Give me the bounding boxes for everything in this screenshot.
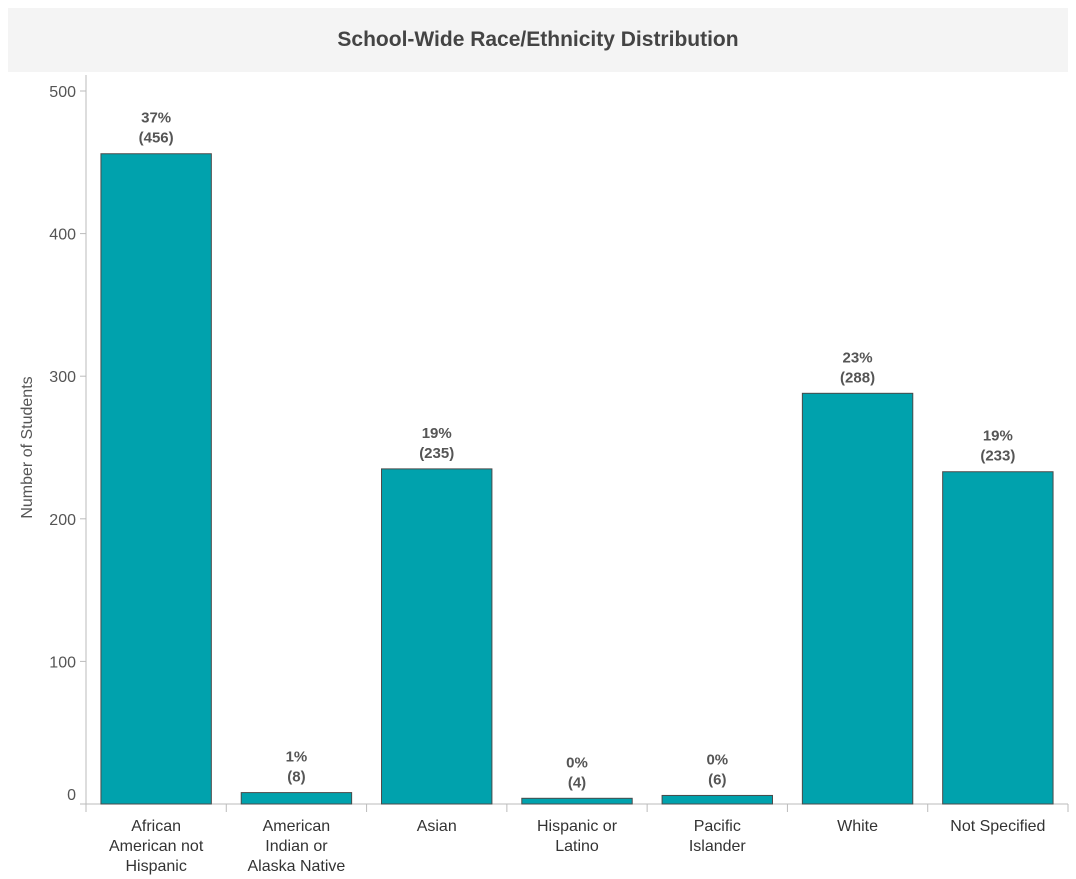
x-tick-label: Hispanic or Latino	[537, 818, 618, 855]
bar	[521, 797, 633, 805]
data-label-count: (8)	[287, 769, 305, 786]
x-tick-label: American Indian or Alaska Native	[248, 818, 346, 875]
y-tick-label: 0	[67, 787, 76, 804]
bar	[100, 153, 212, 805]
bar	[661, 794, 773, 805]
y-tick-label: 300	[49, 369, 76, 386]
x-tick-label: Asian	[417, 818, 457, 835]
bar	[801, 392, 914, 805]
axes: 0 100 200 300 400 500 African American not Hispa…	[49, 75, 1069, 875]
data-label-count: (6)	[708, 771, 726, 788]
data-label-count: (235)	[419, 445, 454, 462]
data-label-percent: 1%	[286, 749, 308, 766]
data-labels: 37% (456) 1% (8) 19% (235) 0% (4) 0% (6) 23% (288) 1…	[139, 110, 1016, 792]
data-label-count: (4)	[568, 774, 586, 791]
data-label-count: (288)	[840, 369, 875, 386]
y-tick-label: 100	[49, 654, 76, 671]
data-label-percent: 0%	[566, 754, 588, 771]
chart-title: School-Wide Race/Ethnicity Distribution	[337, 28, 739, 51]
y-tick-label: 400	[49, 227, 76, 244]
x-tick-label: Not Specified	[950, 818, 1045, 835]
x-tick-label: African American not Hispanic	[109, 818, 204, 875]
data-label-percent: 19%	[983, 428, 1013, 445]
chart-title-bar: School-Wide Race/Ethnicity Distribution	[8, 8, 1068, 72]
x-tick-label: Pacific Islander	[689, 818, 747, 855]
y-tick-label: 200	[49, 512, 76, 529]
y-axis-label: Number of Students	[19, 376, 36, 518]
x-tick-label: White	[837, 818, 878, 835]
bar	[942, 471, 1054, 805]
bar	[381, 468, 493, 805]
data-label-count: (233)	[980, 448, 1015, 465]
data-label-count: (456)	[139, 130, 174, 147]
data-label-percent: 19%	[422, 425, 452, 442]
bars	[100, 153, 1054, 805]
data-label-percent: 0%	[706, 751, 728, 768]
data-label-percent: 37%	[141, 110, 171, 127]
bar	[240, 792, 353, 805]
y-tick-label: 500	[49, 84, 76, 101]
data-label-percent: 23%	[843, 349, 873, 366]
